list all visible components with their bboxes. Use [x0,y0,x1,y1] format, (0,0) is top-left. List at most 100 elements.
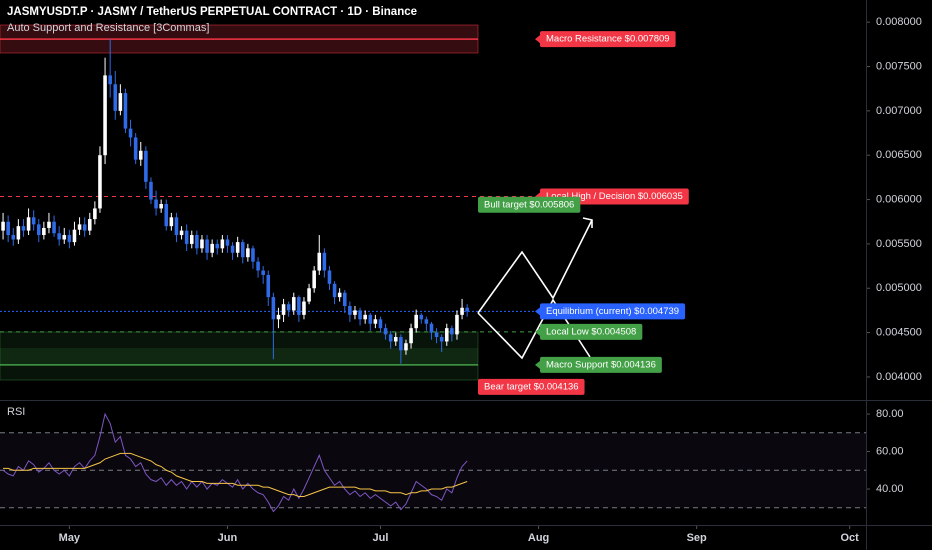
candle-body [286,304,291,311]
y-tick-label: 0.004000 [876,371,922,383]
level-label-pointer [535,327,540,336]
candle-body [332,283,337,298]
level-label-box [540,303,686,320]
candle-body [210,243,214,253]
y-tick-label: 0.004500 [876,327,922,339]
candle-body [399,337,403,351]
candle-body [429,323,434,333]
candle-body [297,297,301,315]
candle-body [404,343,408,351]
candle-body [26,217,31,231]
rsi-pane [0,412,866,513]
support-zone-core [0,348,478,365]
candle-body [108,75,112,85]
candle-body [62,235,67,240]
level-label: Bull target $0.005806 [478,196,581,213]
candle-body [169,217,174,227]
level-label-text: Local Low $0.004508 [546,326,636,337]
levels [0,38,540,366]
candle-body [93,208,97,220]
candle-body [240,242,245,258]
rsi-line [3,452,468,498]
bull-projection [477,217,593,314]
candle-body [307,288,311,302]
candle-body [291,297,296,311]
candle-body [378,319,383,329]
candle-body [98,155,102,209]
rsi-title: RSI [7,406,25,418]
candle-body [164,203,169,227]
candle-body [337,292,342,298]
level-label-box [478,196,581,213]
candles [1,39,469,364]
candle-body [195,235,199,249]
axes: 0.004000 0.004500 0.005000 0.005500 0.006000… [59,16,922,544]
y-tick-label: 0.007000 [876,105,922,117]
y-tick-label: 0.005000 [876,282,922,294]
candle-body [225,239,230,246]
level-label-text: Macro Support $0.004136 [546,359,656,370]
candle-body [67,235,72,243]
candle-body [434,332,439,338]
candle-body [256,261,260,271]
candle-body [1,221,5,231]
y-tick-label: 0.008000 [876,16,922,28]
candle-body [215,243,220,249]
candle-body [11,235,16,240]
x-tick-label: Sep [687,532,707,544]
candle-body [276,314,281,320]
candle-body [138,150,143,160]
level-label: Local Low $0.004508 [535,323,643,340]
candle-body [6,221,10,236]
level-label-text: Local High / Decision $0.006035 [546,191,683,202]
candle-body [312,270,316,289]
candle-body [251,248,255,262]
rsi-tick-label: 40.00 [876,483,904,495]
candle-body [72,229,77,243]
candle-body [444,328,449,342]
level-label: Macro Support $0.004136 [535,356,662,373]
candle-body [271,297,276,320]
candle-body [16,226,21,240]
candle-body [220,239,225,249]
indicator-name: Auto Support and Resistance [3Commas] [7,22,209,34]
candle-body [348,305,352,315]
candle-body [409,328,413,344]
candle-body [317,252,322,271]
candle-body [47,221,51,228]
candle-body [154,199,158,209]
candle-body [82,224,87,231]
rsi-line [2,412,468,513]
x-tick-label: May [59,532,81,544]
y-tick-label: 0.007500 [876,60,922,72]
rsi-tick-label: 60.00 [876,445,904,457]
candle-body [128,128,133,138]
candle-body [302,301,306,315]
candle-body [205,239,209,253]
y-tick-label: 0.006000 [876,193,922,205]
x-tick-label: Jul [373,532,389,544]
candle-body [383,328,388,335]
candle-body [133,137,138,160]
candle-body [230,245,235,253]
candle-body [189,235,194,244]
level-label-text: Macro Resistance $0.007809 [546,34,670,45]
level-label-text: Equilibrium (current) $0.004739 [546,306,679,317]
candle-body [465,307,469,312]
candle-body [57,233,61,240]
level-label-pointer [535,360,540,369]
candle-body [460,307,464,315]
candle-body [342,292,347,306]
candle-body [31,217,36,225]
candle-body [353,310,357,315]
candle-body [174,217,179,236]
level-label-text: Bull target $0.005806 [484,199,574,210]
level-label-box [540,31,676,48]
candle-body [388,334,393,342]
x-tick-label: Oct [841,532,860,544]
level-label: Equilibrium (current) $0.004739 [535,303,686,320]
candle-body [414,314,418,329]
candle-body [281,304,286,315]
